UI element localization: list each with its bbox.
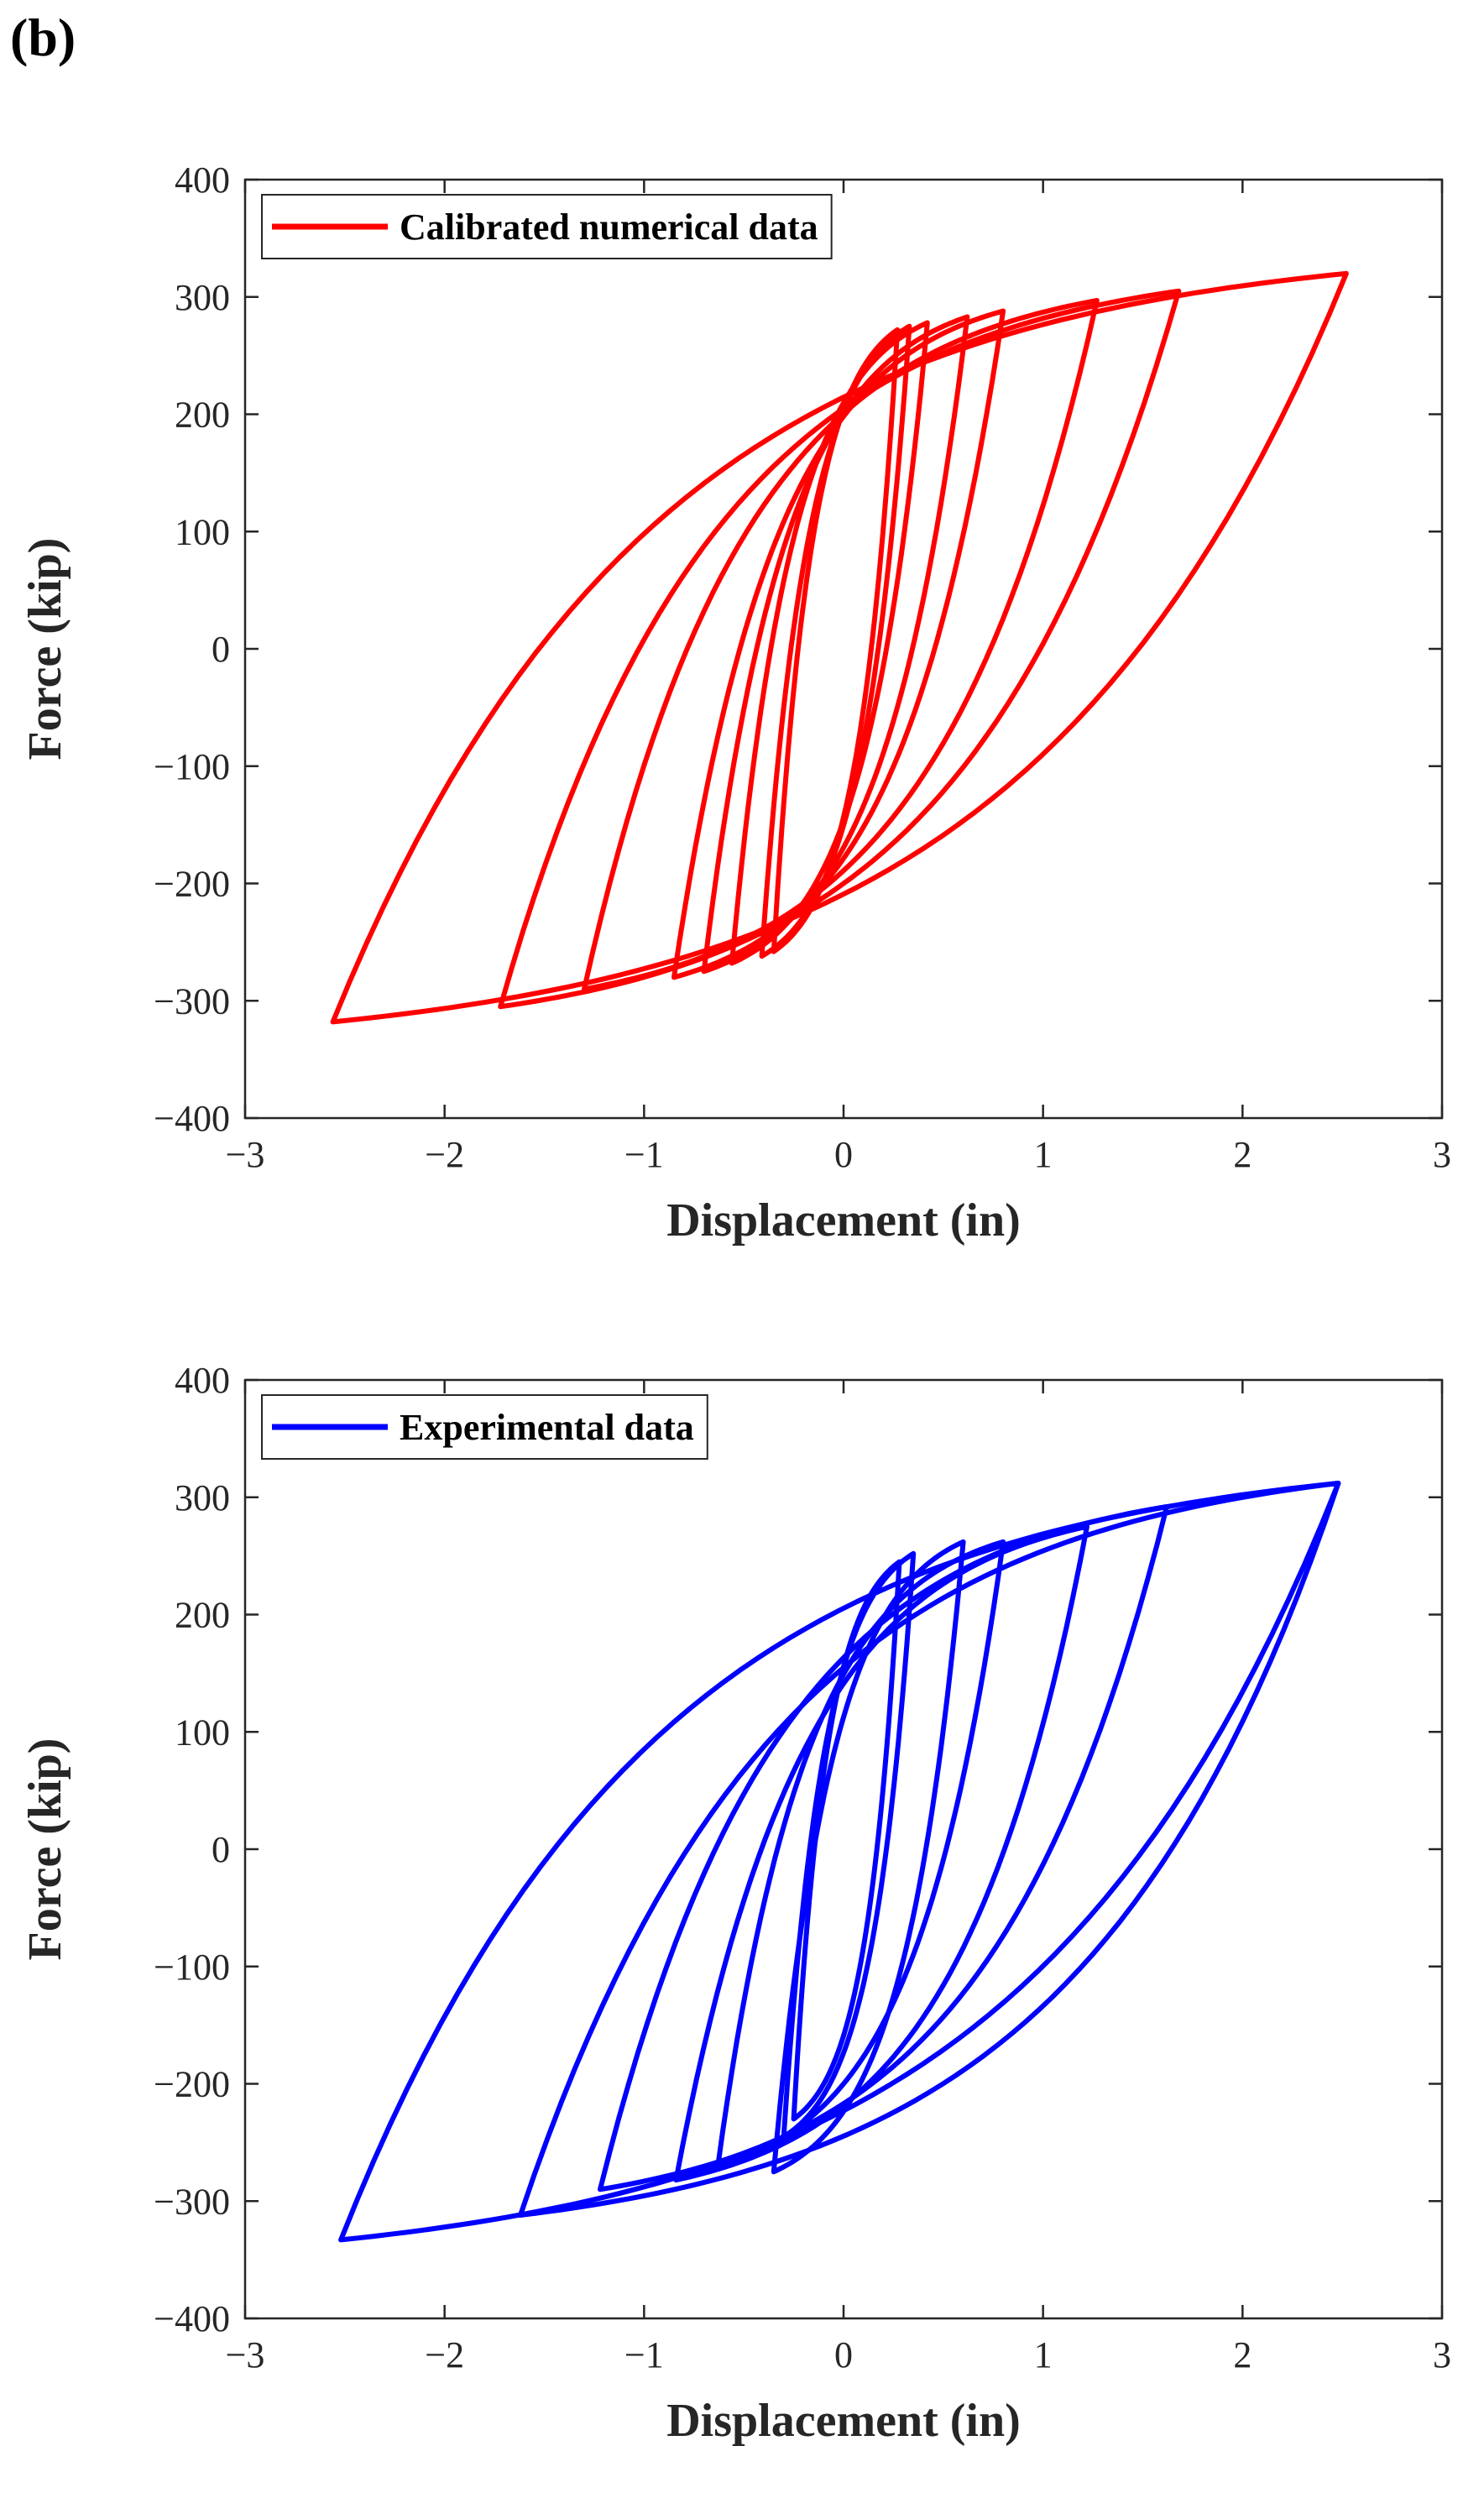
y-tick-label: −200	[154, 864, 230, 905]
x-tick-label: 3	[1433, 2334, 1451, 2375]
y-tick-label: 200	[175, 395, 230, 436]
legend-label: Experimental data	[400, 1407, 694, 1448]
y-tick-label: −200	[154, 2064, 230, 2105]
x-tick-label: 0	[834, 1134, 853, 1175]
x-tick-label: 2	[1233, 1134, 1251, 1175]
x-tick-label: 3	[1433, 1134, 1451, 1175]
numerical-hysteresis-chart: −3 −2 −1 0 1 2 3 −400 −300 −200 −100 0 100 200 300 400 D…	[19, 159, 1451, 1246]
x-tick-label: 1	[1034, 1134, 1053, 1175]
y-tick-label: 400	[175, 159, 230, 201]
y-tick-label: 300	[175, 277, 230, 318]
y-tick-label: 0	[212, 1829, 230, 1870]
plot-frame	[243, 1378, 1444, 2320]
hysteresis-loop-7	[498, 288, 1182, 1010]
hysteresis-curves	[338, 1481, 1341, 2243]
y-tick-label: 200	[175, 1595, 230, 1636]
x-tick-label: −1	[624, 2334, 664, 2375]
x-tick-label: 1	[1034, 2334, 1053, 2375]
x-tick-label: −2	[425, 2334, 464, 2375]
x-axis-label: Displacement (in)	[666, 2395, 1021, 2447]
figure-panel-label: (b)	[10, 8, 76, 67]
y-tick-label: −100	[154, 746, 230, 787]
hysteresis-loop-3	[771, 1539, 966, 2175]
y-tick-label: 400	[175, 1360, 230, 1401]
hysteresis-loop-8	[338, 1481, 1341, 2243]
y-tick-label: −400	[154, 1098, 230, 1139]
x-tick-label: −3	[226, 2334, 265, 2375]
y-tick-label: −400	[154, 2298, 230, 2339]
hysteresis-loop-4	[715, 1539, 1006, 2169]
x-tick-label: −3	[226, 1134, 265, 1175]
y-tick-label: −100	[154, 1947, 230, 1988]
x-tick-label: 2	[1233, 2334, 1251, 2375]
x-tick-label: −2	[425, 1134, 464, 1175]
x-tick-label: −1	[624, 1134, 664, 1175]
y-tick-label: 100	[175, 1712, 230, 1753]
y-tick-label: 300	[175, 1477, 230, 1518]
y-tick-label: 100	[175, 511, 230, 552]
legend-label: Calibrated numerical data	[400, 206, 818, 248]
plot-frame	[243, 178, 1444, 1120]
y-tick-label: −300	[154, 2181, 230, 2222]
x-axis-label: Displacement (in)	[666, 1194, 1021, 1246]
y-axis-label: Force (kip)	[19, 1738, 71, 1961]
y-tick-label: −300	[154, 980, 230, 1022]
experimental-hysteresis-chart: −3 −2 −1 0 1 2 3 −400 −300 −200 −100 0 100 200 300 400 D…	[19, 1360, 1451, 2447]
hysteresis-loop-8	[330, 270, 1349, 1025]
legend: Experimental data	[261, 1394, 708, 1460]
hysteresis-loop-2	[781, 1550, 917, 2140]
x-tick-label: 0	[834, 2334, 853, 2375]
y-tick-label: 0	[212, 629, 230, 670]
hysteresis-curves	[330, 270, 1349, 1025]
y-axis-label: Force (kip)	[19, 538, 71, 760]
legend: Calibrated numerical data	[261, 194, 833, 259]
